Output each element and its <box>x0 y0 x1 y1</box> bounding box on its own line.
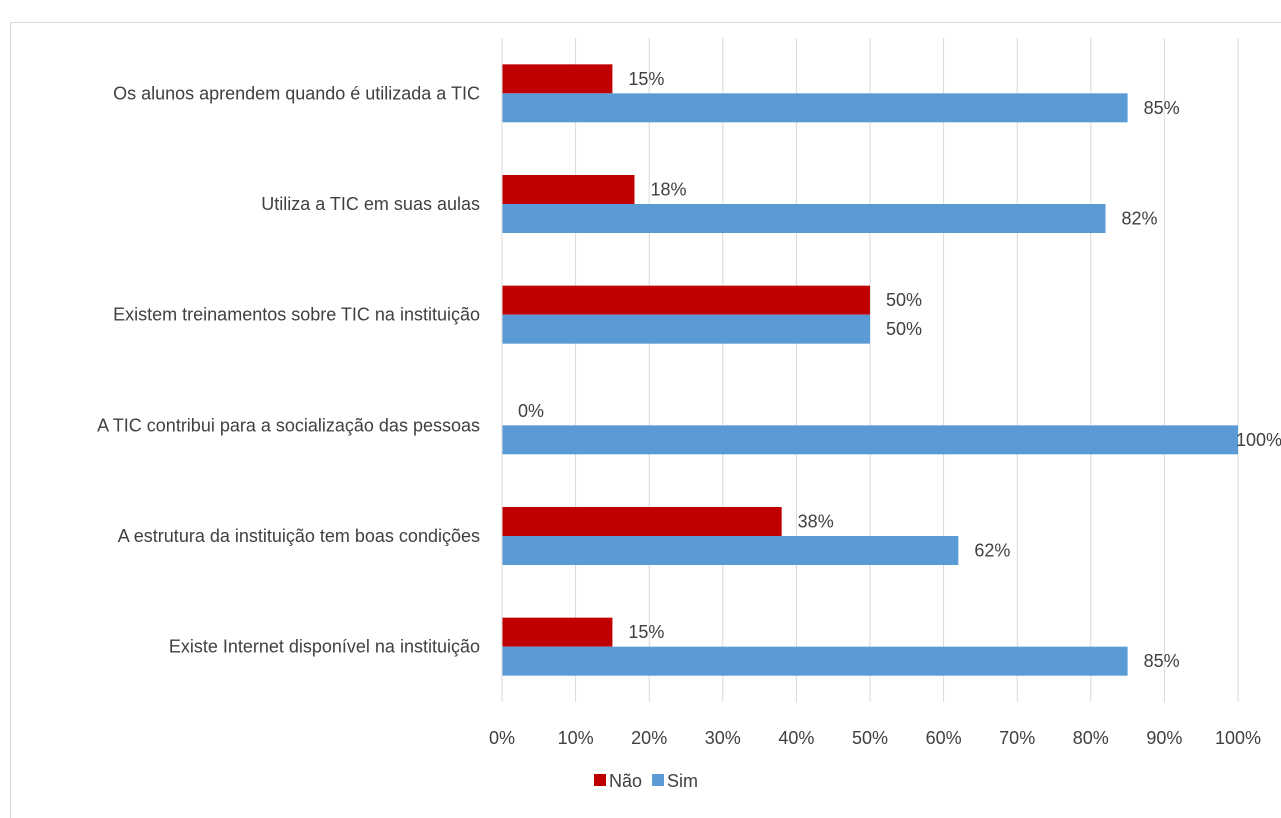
x-tick-label: 90% <box>1146 728 1182 748</box>
data-label: 82% <box>1122 209 1158 229</box>
bar-nao <box>502 285 870 315</box>
data-label: 62% <box>974 541 1010 561</box>
data-label: 15% <box>628 622 664 642</box>
bar-nao <box>502 64 613 94</box>
bar-nao <box>502 507 782 536</box>
data-label: 18% <box>650 180 686 200</box>
legend-label: Não <box>609 771 642 791</box>
data-label: 15% <box>628 69 664 89</box>
data-label: 0% <box>518 401 544 421</box>
data-label: 85% <box>1144 98 1180 118</box>
x-tick-label: 40% <box>778 728 814 748</box>
x-tick-label: 80% <box>1073 728 1109 748</box>
data-label: 100% <box>1236 430 1281 450</box>
category-label: A TIC contribui para a socialização das … <box>97 415 480 435</box>
data-label: 50% <box>886 319 922 339</box>
bar-nao <box>502 617 613 647</box>
data-label: 50% <box>886 290 922 310</box>
x-tick-label: 70% <box>999 728 1035 748</box>
bar-sim <box>502 204 1106 233</box>
category-label: Existe Internet disponível na instituiçã… <box>169 637 480 657</box>
bar-sim <box>502 425 1238 455</box>
category-label: Os alunos aprendem quando é utilizada a … <box>113 83 480 103</box>
x-tick-label: 30% <box>705 728 741 748</box>
category-label: Utiliza a TIC em suas aulas <box>261 194 480 214</box>
x-tick-label: 10% <box>558 728 594 748</box>
x-tick-label: 20% <box>631 728 667 748</box>
x-tick-label: 60% <box>926 728 962 748</box>
bar-nao <box>502 175 635 204</box>
data-label: 85% <box>1144 651 1180 671</box>
legend-swatch-sim <box>652 774 665 786</box>
x-tick-label: 50% <box>852 728 888 748</box>
legend-label: Sim <box>667 771 698 791</box>
x-tick-label: 0% <box>489 728 515 748</box>
chart-frame <box>10 22 1281 818</box>
category-label: A estrutura da instituição tem boas cond… <box>118 526 480 546</box>
category-label: Existem treinamentos sobre TIC na instit… <box>113 305 480 325</box>
legend-swatch-nao <box>594 774 606 786</box>
bar-sim <box>502 646 1128 676</box>
bar-sim <box>502 93 1128 123</box>
bar-sim <box>502 536 959 565</box>
data-label: 38% <box>798 512 834 532</box>
bar-sim <box>502 314 870 344</box>
x-tick-label: 100% <box>1215 728 1261 748</box>
